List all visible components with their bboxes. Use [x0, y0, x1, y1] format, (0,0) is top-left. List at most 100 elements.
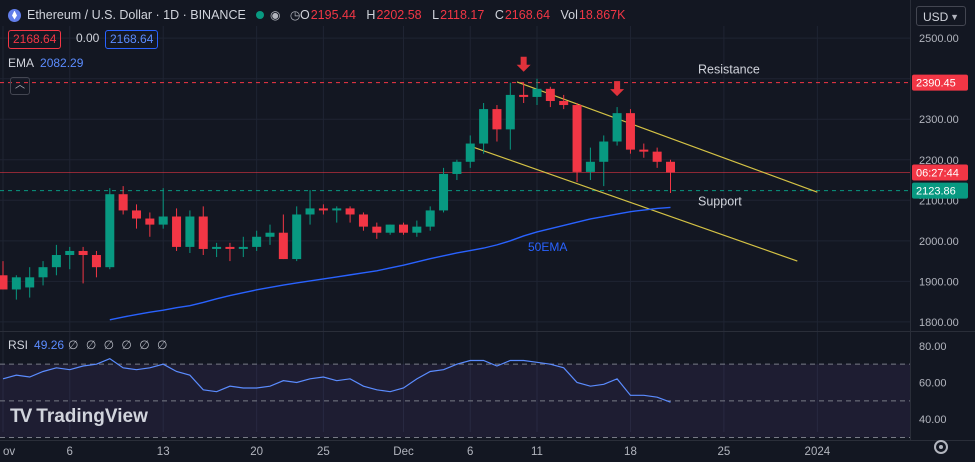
candle-body [545, 88, 555, 101]
candle-body [145, 218, 155, 225]
symbol-title[interactable]: Ethereum / U.S. Dollar · 1D · BINANCE [8, 8, 270, 22]
price-tick-label: 1800.00 [919, 317, 959, 329]
ohlc-close-value: 2168.64 [504, 8, 551, 22]
candle-body [505, 94, 515, 130]
ema-annotation-label: 50EMA [528, 240, 567, 254]
candle-body [625, 113, 635, 150]
price-tick-label: 2200.00 [919, 155, 959, 167]
rsi-line [2, 357, 671, 403]
candle-body [559, 100, 569, 106]
ema-legend[interactable]: EMA 2082.29 [8, 56, 83, 70]
x-axis-label: 2024 [805, 446, 831, 458]
ohlc-open-key: O [300, 8, 310, 22]
x-axis-label: 6 [67, 446, 73, 458]
tradingview-mark-icon: TV [10, 406, 32, 427]
rsi-tick-label: 80.00 [919, 341, 947, 353]
volume-key: Vol [560, 8, 578, 22]
down-arrow-icon [516, 56, 531, 72]
ohlc-readout: O2195.44 H2202.58 L2118.17 C2168.64 Vol1… [300, 8, 632, 22]
candle-body [479, 109, 489, 144]
rsi-legend[interactable]: RSI 49.26 ∅ ∅ ∅ ∅ ∅ ∅ [8, 338, 169, 352]
candle-body [425, 210, 435, 227]
candle-body [599, 141, 609, 162]
price-tick-label: 2000.00 [919, 236, 959, 248]
channel-upper-line [516, 81, 818, 193]
buy-price-button[interactable]: 2168.64 [105, 30, 159, 49]
ohlc-close-key: C [494, 8, 504, 22]
candle-body [439, 173, 449, 211]
x-axis-label: 18 [624, 446, 637, 458]
candle-body [532, 88, 542, 97]
candle-body [492, 109, 502, 130]
candle-body [399, 224, 408, 233]
market-open-icon [255, 11, 264, 19]
candle-body [38, 267, 48, 278]
candle-body [198, 216, 208, 249]
rsi-value: 49.26 [34, 338, 65, 352]
x-axis-label: 6 [467, 446, 473, 458]
ohlc-open-value: 2195.44 [310, 8, 356, 22]
ohlc-low-key: L [432, 8, 440, 22]
candle-body [172, 216, 182, 247]
currency-select[interactable]: USD ▼ [916, 6, 966, 26]
candle-body [252, 236, 262, 247]
candle-body [612, 113, 622, 142]
x-axis-label: 11 [531, 446, 543, 458]
candle-body [465, 143, 475, 162]
candle-body [225, 246, 235, 249]
candle-body [132, 210, 141, 219]
x-axis-label: 13 [157, 446, 170, 458]
candle-body [185, 216, 195, 247]
candle-body [652, 151, 662, 162]
candle-body [519, 94, 529, 97]
candle-body [358, 214, 368, 227]
rsi-tick-label: 60.00 [919, 378, 947, 390]
x-axis-label: 25 [317, 446, 330, 458]
collapse-legend-icon[interactable]: ︿ [10, 77, 30, 95]
candle-body [158, 216, 168, 225]
ema-line [109, 206, 671, 321]
candle-body [238, 246, 248, 249]
x-axis-label: 20 [250, 446, 263, 458]
candle-body [105, 194, 115, 268]
support-price-tag-bg [912, 182, 968, 199]
candle-body [385, 224, 395, 233]
candle-body [639, 149, 649, 152]
resistance-price-tag-bg [912, 74, 968, 91]
candle-body [65, 250, 75, 256]
candle-body [318, 208, 328, 211]
spread-value: 0.00 [76, 31, 100, 45]
channel-lower-line [467, 144, 798, 262]
candle-body [292, 214, 302, 260]
price-tick-label: 2300.00 [919, 114, 959, 126]
eye-icon[interactable]: ◉ [270, 8, 281, 22]
gear-icon[interactable] [934, 440, 948, 454]
ema-label: EMA [8, 56, 35, 70]
candle-body [585, 161, 595, 172]
candle-body [265, 232, 275, 237]
ohlc-high-key: H [366, 8, 376, 22]
candle-body [666, 161, 675, 173]
countdown-tag: 06:27:44 [916, 167, 959, 179]
x-axis-label: 25 [718, 446, 731, 458]
price-tick-label: 1900.00 [919, 276, 959, 288]
x-axis-label: Dec [393, 446, 414, 458]
clock-icon[interactable]: ◷ [289, 8, 301, 22]
support-label: Support [698, 195, 742, 209]
symbol-title-text: Ethereum / U.S. Dollar · 1D · BINANCE [27, 8, 246, 22]
down-arrow-icon [610, 81, 625, 97]
candle-body [78, 250, 88, 256]
header-icons: ◉ ◷ [270, 8, 300, 22]
tradingview-logo[interactable]: TV TradingView [10, 406, 148, 428]
candle-body [278, 232, 288, 260]
candle-body [305, 208, 315, 215]
sell-price-button[interactable]: 2168.64 [8, 30, 62, 49]
ethereum-logo-icon [8, 8, 21, 22]
rsi-extra-values: ∅ ∅ ∅ ∅ ∅ ∅ [68, 338, 170, 352]
candle-body [412, 226, 422, 233]
currency-label: USD [923, 10, 949, 24]
volume-value: 18.867K [578, 8, 626, 22]
candle-body [572, 105, 582, 172]
